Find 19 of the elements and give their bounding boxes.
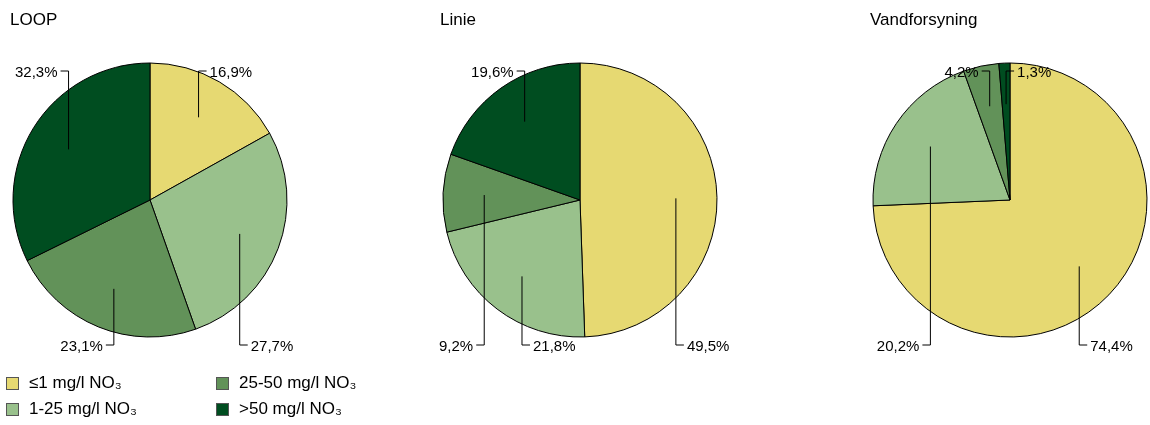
data-label: 49,5% <box>686 336 730 354</box>
data-label: 74,4% <box>1090 336 1133 354</box>
data-label: 20,2% <box>876 336 920 354</box>
legend-label: >50 mg/l NO₃ <box>239 399 342 419</box>
data-label: 16,9% <box>209 62 253 80</box>
data-label: 27,7% <box>250 336 294 354</box>
data-label: 1,3% <box>1017 62 1052 80</box>
data-label: 4,2% <box>944 62 979 80</box>
legend-label: 25-50 mg/l NO₃ <box>239 373 357 393</box>
data-label: 23,1% <box>60 336 103 354</box>
chart-title: Vandforsyning <box>870 10 978 30</box>
legend-label: ≤1 mg/l NO₃ <box>29 373 122 393</box>
chart-title: LOOP <box>10 10 58 30</box>
data-label: 9,2% <box>439 336 474 354</box>
legend-label: 1-25 mg/l NO₃ <box>29 399 138 419</box>
data-label: 19,6% <box>471 62 514 80</box>
chart-title: Linie <box>440 10 476 30</box>
data-label: 32,3% <box>15 62 58 80</box>
data-label: 21,8% <box>532 336 576 354</box>
